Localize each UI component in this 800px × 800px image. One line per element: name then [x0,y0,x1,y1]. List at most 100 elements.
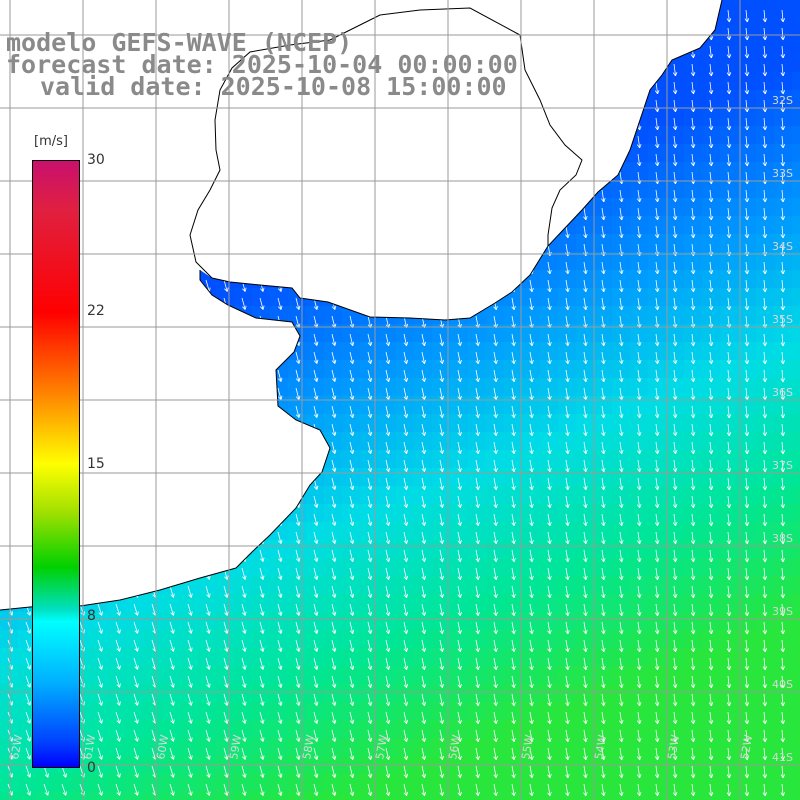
field-cell [540,486,559,505]
field-cell [522,504,541,523]
field-cell [270,594,289,613]
field-cell [414,522,433,541]
field-cell [576,720,595,739]
field-cell [792,414,800,433]
field-cell [486,342,505,361]
field-cell [684,234,703,253]
field-cell [576,450,595,469]
field-cell [234,720,253,739]
field-cell [612,612,631,631]
field-cell [702,576,721,595]
field-cell [234,666,253,685]
colorbar-gradient [32,160,80,768]
field-cell [630,666,649,685]
field-cell [360,648,379,667]
field-cell [756,0,775,19]
field-cell [504,414,523,433]
field-cell [774,234,793,253]
valid-date: valid date: 2025-10-08 15:00:00 [40,72,507,101]
field-cell [684,306,703,325]
field-cell [558,540,577,559]
field-cell [720,162,739,181]
field-cell [738,684,757,703]
field-cell [324,594,343,613]
field-cell [342,414,361,433]
field-cell [450,684,469,703]
field-cell [684,702,703,721]
field-cell [306,504,325,523]
field-cell [684,270,703,289]
field-cell [342,792,361,800]
field-cell [666,522,685,541]
field-cell [594,270,613,289]
field-cell [504,540,523,559]
field-cell [756,144,775,163]
field-cell [504,324,523,343]
field-cell [594,234,613,253]
field-cell [666,288,685,307]
field-cell [648,162,667,181]
colorbar-tick-0: 0 [87,760,96,776]
field-cell [162,666,181,685]
field-cell [774,342,793,361]
field-cell [756,324,775,343]
field-cell [126,666,145,685]
field-cell [306,612,325,631]
field-cell [702,288,721,307]
field-cell [666,396,685,415]
field-cell [738,342,757,361]
field-cell [468,504,487,523]
field-cell [702,432,721,451]
field-cell [414,684,433,703]
field-cell [792,270,800,289]
field-cell [360,612,379,631]
field-cell [198,648,217,667]
field-cell [252,684,271,703]
field-cell [792,234,800,253]
field-cell [180,702,199,721]
field-cell [612,288,631,307]
field-cell [720,234,739,253]
field-cell [612,270,631,289]
field-cell [432,396,451,415]
field-cell [684,54,703,73]
field-cell [738,90,757,109]
field-cell [720,324,739,343]
field-cell [540,702,559,721]
field-cell [540,414,559,433]
field-cell [378,522,397,541]
field-cell [756,612,775,631]
field-cell [612,342,631,361]
field-cell [792,306,800,325]
field-cell [576,486,595,505]
field-cell [720,630,739,649]
field-cell [702,612,721,631]
field-cell [738,234,757,253]
field-cell [522,342,541,361]
field-cell [612,486,631,505]
field-cell [594,288,613,307]
field-cell [756,342,775,361]
field-cell [144,666,163,685]
field-cell [594,702,613,721]
field-cell [666,198,685,217]
field-cell [558,234,577,253]
field-cell [558,558,577,577]
field-cell [486,378,505,397]
field-cell [648,666,667,685]
field-cell [270,702,289,721]
field-cell [792,666,800,685]
field-cell [738,288,757,307]
field-cell [414,630,433,649]
field-cell [594,558,613,577]
field-cell [702,540,721,559]
field-cell [414,414,433,433]
field-cell [720,558,739,577]
field-cell [666,126,685,145]
field-cell [792,126,800,145]
field-cell [432,648,451,667]
field-cell [522,360,541,379]
field-cell [306,684,325,703]
field-cell [738,540,757,559]
field-cell [792,54,800,73]
